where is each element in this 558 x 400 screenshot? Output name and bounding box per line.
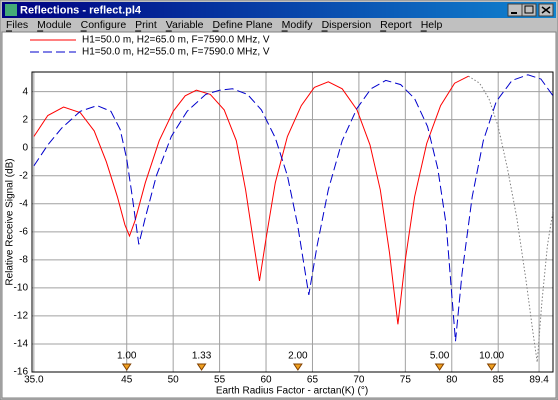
k-marker-label: 1.00: [117, 351, 137, 362]
menu-item[interactable]: Variable: [166, 19, 204, 31]
y-axis-label: Relative Receive Signal (dB): [5, 158, 16, 285]
menu-item[interactable]: Configure: [81, 19, 127, 31]
close-glyph: [541, 6, 551, 14]
menu-item[interactable]: Report: [380, 19, 412, 31]
x-tick-label: 85: [493, 375, 505, 386]
series-line: [33, 75, 469, 325]
x-axis-label: Earth Radius Factor - arctan(K) (°): [216, 386, 368, 397]
y-tick-label: -16: [14, 367, 29, 378]
menu-item[interactable]: Help: [421, 19, 443, 31]
x-tick-label: 70: [353, 375, 365, 386]
x-tick-label: 50: [168, 375, 180, 386]
y-tick-label: -12: [14, 311, 29, 322]
menu-item[interactable]: Dispersion: [322, 19, 372, 31]
chart-panel: [1, 31, 557, 399]
series-line: [468, 75, 554, 363]
menu-item[interactable]: Files: [6, 19, 28, 31]
y-tick-label: -6: [19, 226, 28, 237]
x-tick-label: 80: [446, 375, 458, 386]
y-tick-label: 2: [22, 114, 28, 125]
y-tick-label: -4: [19, 198, 28, 209]
y-tick-label: 0: [22, 142, 28, 153]
app-icon: [5, 4, 17, 16]
k-marker: [486, 363, 497, 371]
k-marker-label: 5.00: [430, 351, 450, 362]
y-tick-label: -14: [14, 339, 29, 350]
x-tick-label: 55: [214, 375, 226, 386]
x-tick-label: 65: [307, 375, 319, 386]
k-marker-label: 2.00: [288, 351, 308, 362]
k-marker: [292, 363, 303, 371]
plot-border: [31, 71, 554, 373]
legend-label: H1=50.0 m, H2=65.0 m, F=7590.0 MHz, V: [82, 35, 270, 46]
x-tick-label: 35.0: [24, 375, 44, 386]
y-tick-label: 4: [22, 86, 28, 97]
minimize-button[interactable]: [507, 3, 523, 17]
k-marker-label: 10.00: [479, 351, 504, 362]
legend-label: H1=50.0 m, H2=55.0 m, F=7590.0 MHz, V: [82, 47, 270, 58]
menu-item[interactable]: Module: [37, 19, 72, 31]
k-marker: [121, 363, 132, 371]
k-marker: [196, 363, 207, 371]
window-buttons[interactable]: [507, 3, 554, 17]
y-tick-label: -10: [14, 283, 29, 294]
window-title: Reflections - reflect.pl4: [20, 4, 142, 16]
title-bar: [2, 2, 556, 18]
menu-item[interactable]: Print: [135, 19, 157, 31]
y-tick-label: -2: [19, 170, 28, 181]
x-tick-label: 60: [260, 375, 272, 386]
maximize-glyph: [524, 5, 534, 14]
k-marker-label: 1.33: [192, 351, 212, 362]
menu-item[interactable]: Modify: [282, 19, 314, 31]
menu-item[interactable]: Define Plane: [213, 19, 273, 31]
menu-bar: Files Module Configure Print Variable Define …: [6, 19, 443, 32]
k-marker: [434, 363, 445, 371]
x-tick-label: 75: [400, 375, 412, 386]
y-tick-label: -8: [19, 254, 28, 265]
x-tick-label: 89.4: [529, 375, 549, 386]
series-line: [33, 74, 554, 342]
x-tick-label: 45: [121, 375, 133, 386]
